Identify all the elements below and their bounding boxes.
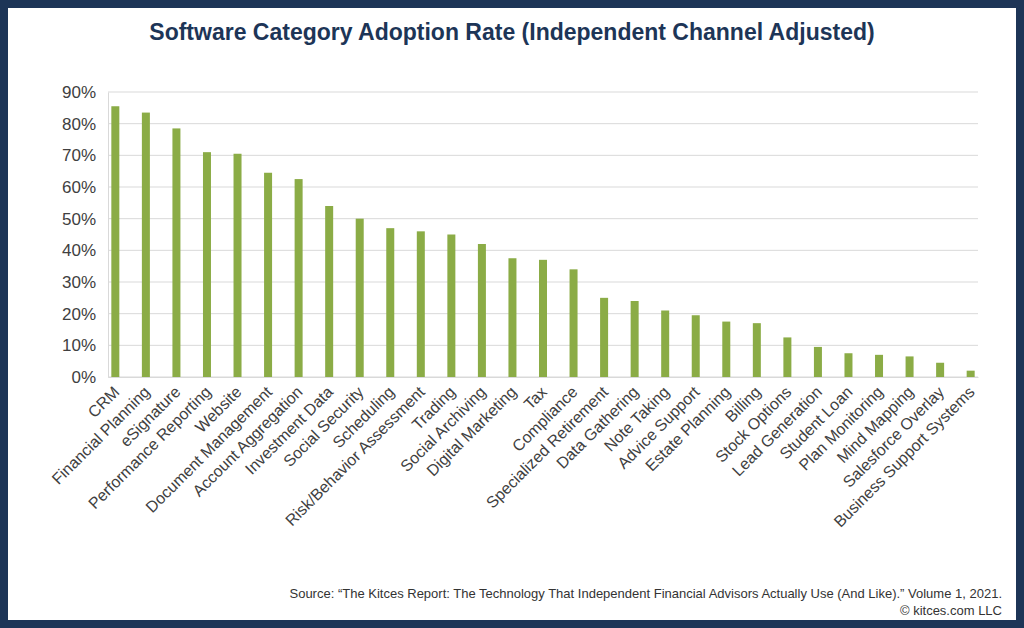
y-tick-label: 0% xyxy=(71,368,96,387)
grid xyxy=(108,92,978,377)
x-tick: Document Management xyxy=(142,383,275,516)
bar xyxy=(631,301,639,377)
bar xyxy=(417,231,425,377)
grid-line xyxy=(108,92,978,93)
y-tick-label: 30% xyxy=(62,273,96,292)
bar xyxy=(264,173,272,377)
y-axis-line xyxy=(108,93,109,378)
frame-border xyxy=(4,4,1020,624)
bar xyxy=(967,371,975,377)
bar xyxy=(447,235,455,378)
x-tick-label: Business Support Systems xyxy=(831,383,978,530)
grid-line xyxy=(108,123,978,124)
y-tick-label: 60% xyxy=(62,178,96,197)
bar xyxy=(142,113,150,377)
x-tick: Business Support Systems xyxy=(831,383,978,530)
bar xyxy=(386,228,394,377)
bar xyxy=(203,152,211,377)
bars xyxy=(111,106,974,377)
bar xyxy=(753,323,761,377)
y-tick-label: 80% xyxy=(62,115,96,134)
bar xyxy=(111,106,119,377)
bar xyxy=(539,260,547,377)
y-tick: 90% xyxy=(62,83,108,102)
bar xyxy=(325,206,333,377)
chart: Software Category Adoption Rate (Indepen… xyxy=(0,0,1024,628)
annotations: Source: “The Kitces Report: The Technolo… xyxy=(289,586,1002,618)
bar xyxy=(600,298,608,377)
y-axis: 0% 10% 20% 30% 40% 50% 60% 70% 80% 90% xyxy=(62,83,109,387)
bar xyxy=(356,219,364,377)
y-tick: 30% xyxy=(62,273,108,292)
y-tick: 60% xyxy=(62,178,108,197)
bar xyxy=(844,353,852,377)
y-tick-label: 10% xyxy=(62,336,96,355)
bar xyxy=(722,322,730,377)
bar xyxy=(936,363,944,377)
x-tick-label: Document Management xyxy=(142,383,275,516)
x-tick-label: Specialized Retirement xyxy=(483,383,612,512)
bar xyxy=(875,355,883,377)
y-tick: 50% xyxy=(62,210,108,229)
bar xyxy=(478,244,486,377)
bar xyxy=(172,128,180,377)
y-tick-label: 70% xyxy=(62,146,96,165)
x-tick-label: Digital Marketing xyxy=(423,383,519,479)
x-tick: Specialized Retirement xyxy=(483,383,612,512)
y-tick: 40% xyxy=(62,241,108,260)
y-tick: 70% xyxy=(62,146,108,165)
x-tick: Digital Marketing xyxy=(423,383,519,479)
x-axis: CRMFinancial PlanningeSignaturePerforman… xyxy=(49,378,979,531)
bar xyxy=(906,356,914,377)
y-tick: 10% xyxy=(62,336,108,355)
y-tick-label: 20% xyxy=(62,305,96,324)
x-axis-line xyxy=(109,377,979,378)
source-note: © kitces.com LLC xyxy=(900,603,1002,618)
bar xyxy=(570,269,578,377)
y-tick: 20% xyxy=(62,305,108,324)
bar xyxy=(692,315,700,377)
source-note: Source: “The Kitces Report: The Technolo… xyxy=(289,586,1002,601)
y-tick-label: 50% xyxy=(62,210,96,229)
y-tick: 80% xyxy=(62,115,108,134)
bar xyxy=(814,347,822,377)
bar xyxy=(661,311,669,378)
y-tick-label: 90% xyxy=(62,83,96,102)
y-tick: 0% xyxy=(71,368,108,387)
title: Software Category Adoption Rate (Indepen… xyxy=(149,19,874,45)
bar xyxy=(295,179,303,377)
bar xyxy=(508,258,516,377)
y-tick-label: 40% xyxy=(62,241,96,260)
bar xyxy=(234,154,242,377)
bar xyxy=(783,337,791,377)
